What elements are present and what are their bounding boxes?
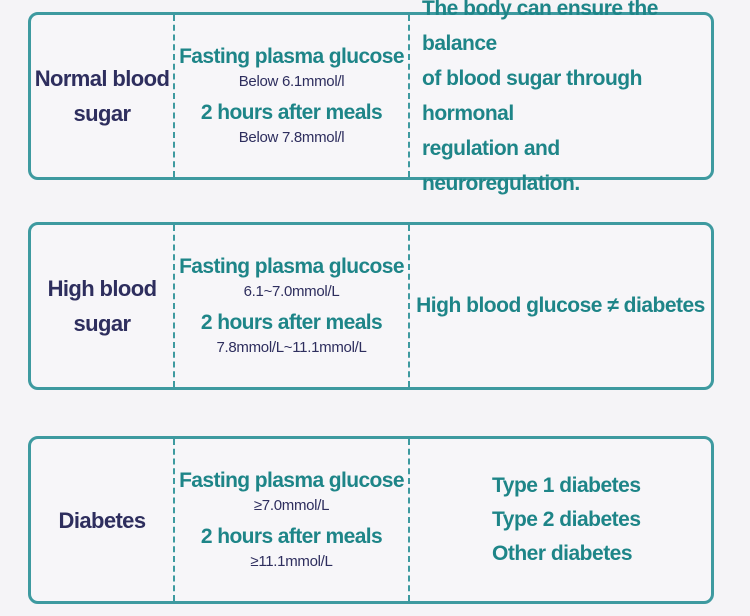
category-label-line1: Normal blood	[34, 66, 170, 91]
description-line: of blood sugar through hormonal	[422, 67, 642, 125]
after-meals-heading: 2 hours after meals	[200, 525, 383, 548]
fasting-value: Below 6.1mmol/l	[238, 73, 345, 90]
category-label: Diabetes	[31, 439, 175, 601]
glucose-thresholds: Fasting plasma glucose 6.1~7.0mmol/L 2 h…	[175, 225, 410, 387]
category-label-line1: High blood	[47, 276, 157, 301]
category-label-line1: Diabetes	[58, 507, 147, 533]
after-meals-heading: 2 hours after meals	[200, 311, 383, 334]
glucose-thresholds: Fasting plasma glucose Below 6.1mmol/l 2…	[175, 15, 410, 177]
description: The body can ensure the balance of blood…	[410, 0, 711, 195]
description-text: High blood glucose ≠ diabetes	[416, 294, 705, 317]
diabetes-type-item: Other diabetes	[492, 542, 633, 565]
category-label-line2: sugar	[73, 101, 132, 126]
after-meals-value: Below 7.8mmol/l	[238, 129, 345, 146]
normal-blood-sugar-card: Normal blood sugar Fasting plasma glucos…	[28, 0, 714, 195]
fasting-heading: Fasting plasma glucose	[179, 469, 404, 492]
diabetes-type-item: Type 1 diabetes	[492, 474, 641, 497]
high-blood-sugar-card: High blood sugar Fasting plasma glucose …	[28, 222, 714, 390]
fasting-value: ≥7.0mmol/L	[253, 497, 330, 514]
after-meals-value: ≥11.1mmol/L	[250, 553, 333, 570]
glucose-thresholds: Fasting plasma glucose ≥7.0mmol/L 2 hour…	[175, 439, 410, 601]
description: High blood glucose ≠ diabetes	[410, 225, 711, 387]
after-meals-value: 7.8mmol/L~11.1mmol/L	[216, 339, 367, 356]
category-label-line2: sugar	[73, 311, 132, 336]
diabetes-types-list: Type 1 diabetes Type 2 diabetes Other di…	[410, 439, 711, 601]
fasting-heading: Fasting plasma glucose	[179, 45, 404, 68]
diabetes-card: Diabetes Fasting plasma glucose ≥7.0mmol…	[28, 436, 714, 604]
fasting-heading: Fasting plasma glucose	[179, 255, 404, 278]
category-label: Normal blood sugar	[31, 15, 175, 177]
category-label: High blood sugar	[31, 225, 175, 387]
after-meals-heading: 2 hours after meals	[200, 101, 383, 124]
diabetes-type-item: Type 2 diabetes	[492, 508, 641, 531]
fasting-value: 6.1~7.0mmol/L	[243, 283, 340, 300]
description-line: regulation and neuroregulation.	[422, 137, 580, 195]
description-line: The body can ensure the balance	[422, 0, 658, 55]
